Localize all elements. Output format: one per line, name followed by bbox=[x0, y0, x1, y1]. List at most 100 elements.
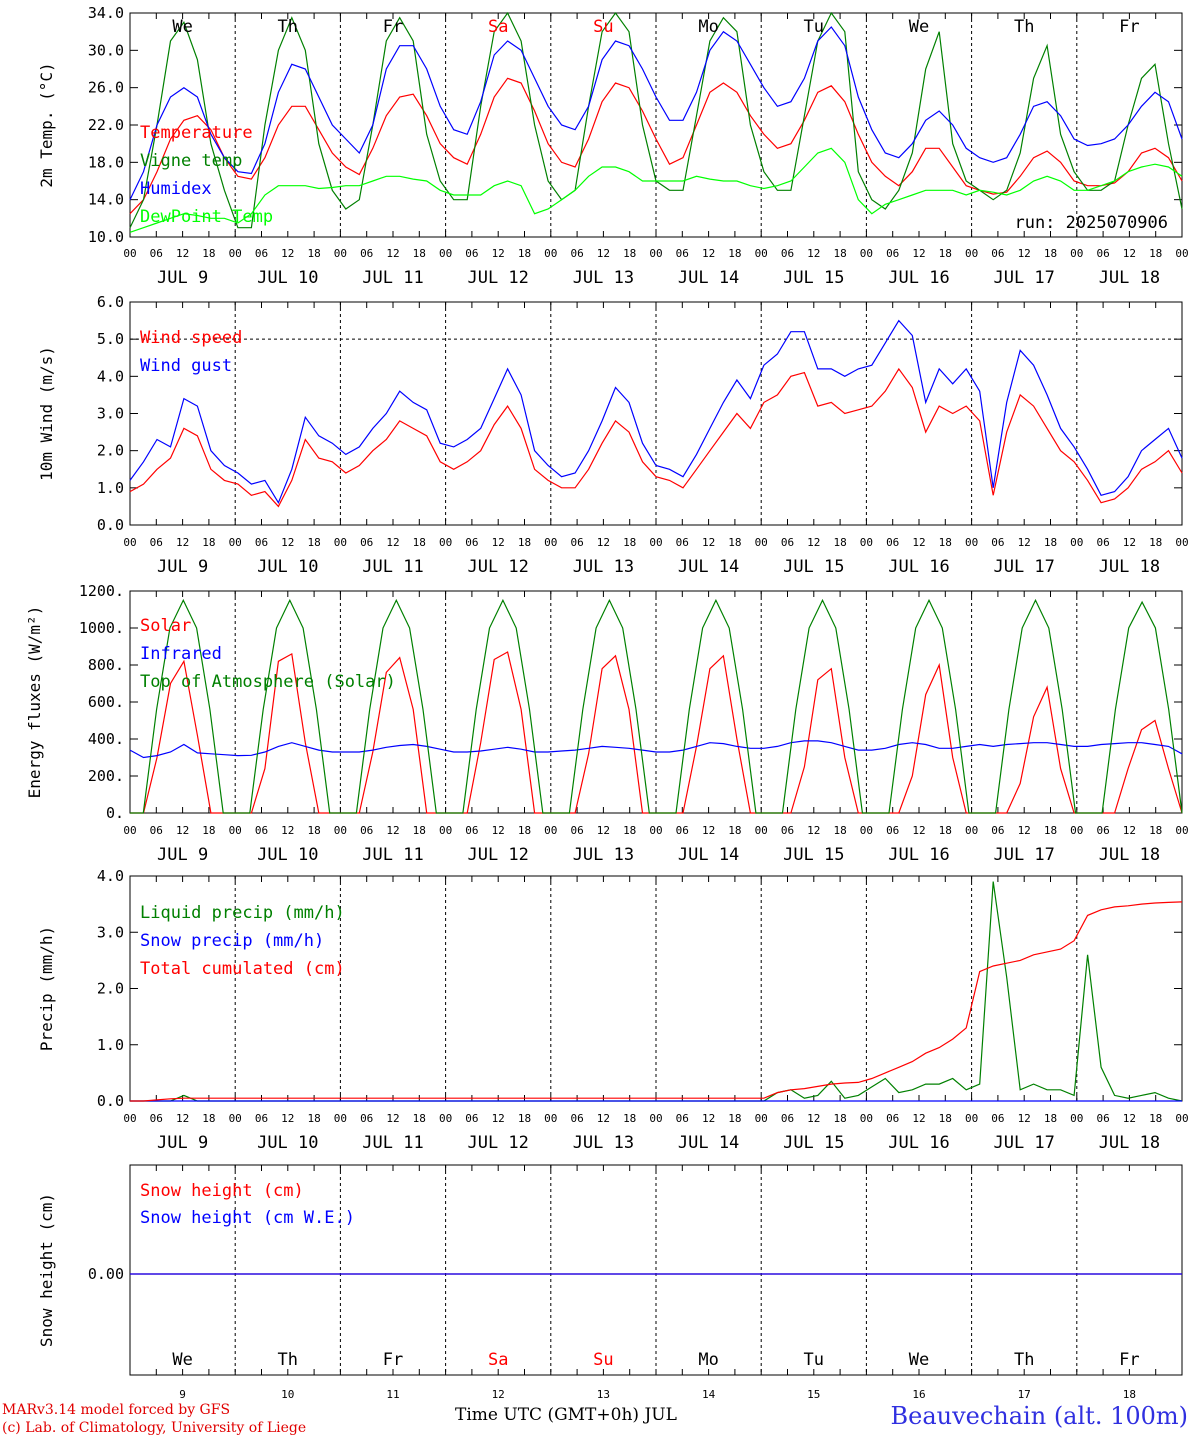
x-tick-label: 06 bbox=[886, 247, 899, 260]
date-label: JUL 18 bbox=[1099, 268, 1160, 288]
series-line-2-1 bbox=[129, 367, 1183, 508]
series-line-1-1 bbox=[129, 77, 1183, 215]
y-tick-label: 26.0 bbox=[88, 79, 124, 97]
x-tick-label: 12 bbox=[176, 1112, 189, 1125]
x-tick-label: 18 bbox=[939, 247, 952, 260]
date-label: JUL 14 bbox=[678, 268, 739, 288]
x-tick-label: 12 bbox=[702, 1112, 715, 1125]
x-tick-label: 00 bbox=[334, 247, 347, 260]
x-tick-label: 12 bbox=[1018, 247, 1031, 260]
x-tick-label: 12 bbox=[1123, 1112, 1136, 1125]
y-tick-label: 200. bbox=[88, 767, 124, 785]
x-tick-label: 00 bbox=[1070, 536, 1083, 549]
panel-5: Snow height (cm) bbox=[37, 1164, 1183, 1376]
x-tick-label: 18 bbox=[939, 824, 952, 837]
x-tick-label: 18 bbox=[307, 536, 320, 549]
x-tick-label: 00 bbox=[544, 247, 557, 260]
day-name: Sa bbox=[488, 17, 508, 37]
x-tick-label: 06 bbox=[1096, 824, 1109, 837]
y-tick-label: 2.0 bbox=[97, 442, 124, 460]
date-label: JUL 14 bbox=[678, 845, 739, 865]
x-tick-label: 12 bbox=[702, 536, 715, 549]
x-tick-label: 06 bbox=[150, 536, 163, 549]
x-tick-label: 12 bbox=[912, 824, 925, 837]
x-tick-label: 06 bbox=[570, 536, 583, 549]
series-line-1-4 bbox=[129, 147, 1183, 233]
day-name: Th bbox=[278, 17, 298, 37]
x-tick-label: 00 bbox=[229, 1112, 242, 1125]
x-tick-label: 18 bbox=[307, 1112, 320, 1125]
date-label: JUL 16 bbox=[888, 1133, 949, 1153]
date-label: JUL 12 bbox=[467, 557, 528, 577]
x-tick-label: 18 bbox=[623, 536, 636, 549]
x-tick-label: 00 bbox=[1070, 1112, 1083, 1125]
x-tick-label: 06 bbox=[886, 824, 899, 837]
y-axis-label: 10m Wind (m/s) bbox=[37, 346, 56, 481]
x-tick-label: 06 bbox=[886, 1112, 899, 1125]
x-tick-label: 18 bbox=[833, 247, 846, 260]
day-number: 12 bbox=[492, 1388, 505, 1401]
x-tick-label: 06 bbox=[255, 824, 268, 837]
date-label: JUL 17 bbox=[993, 557, 1054, 577]
x-tick-label: 12 bbox=[281, 824, 294, 837]
x-tick-label: 00 bbox=[439, 1112, 452, 1125]
x-tick-label: 00 bbox=[860, 1112, 873, 1125]
y-tick-label: 1000. bbox=[79, 619, 124, 637]
x-tick-label: 12 bbox=[281, 1112, 294, 1125]
lab-credit: (c) Lab. of Climatology, University of L… bbox=[2, 1420, 307, 1436]
legend-entry: Infrared bbox=[140, 644, 222, 664]
date-label: JUL 15 bbox=[783, 268, 844, 288]
plot-frame bbox=[129, 301, 1183, 526]
run-label: run: 2025070906 bbox=[1014, 213, 1168, 233]
x-tick-label: 18 bbox=[1149, 824, 1162, 837]
legend-entry: Snow height (cm) bbox=[140, 1181, 304, 1201]
x-tick-label: 00 bbox=[1175, 536, 1188, 549]
date-label: JUL 18 bbox=[1099, 845, 1160, 865]
date-label: JUL 16 bbox=[888, 557, 949, 577]
x-tick-label: 00 bbox=[649, 247, 662, 260]
x-tick-label: 00 bbox=[439, 536, 452, 549]
x-tick-label: 12 bbox=[386, 536, 399, 549]
x-tick-label: 12 bbox=[492, 536, 505, 549]
x-tick-label: 00 bbox=[1070, 247, 1083, 260]
x-tick-label: 12 bbox=[492, 1112, 505, 1125]
x-tick-label: 12 bbox=[492, 247, 505, 260]
x-tick-label: 12 bbox=[1123, 536, 1136, 549]
x-tick-label: 00 bbox=[755, 536, 768, 549]
panel-4: Precip (mm/h) bbox=[37, 875, 1183, 1102]
day-number: 17 bbox=[1018, 1388, 1031, 1401]
x-tick-label: 18 bbox=[728, 1112, 741, 1125]
date-label: JUL 15 bbox=[783, 557, 844, 577]
x-tick-label: 18 bbox=[1149, 247, 1162, 260]
y-axis-label: Snow height (cm) bbox=[37, 1193, 56, 1347]
x-tick-label: 06 bbox=[150, 824, 163, 837]
x-tick-label: 00 bbox=[1175, 824, 1188, 837]
day-name: Th bbox=[1014, 17, 1034, 37]
x-tick-label: 18 bbox=[413, 1112, 426, 1125]
y-tick-label: 6.0 bbox=[97, 293, 124, 311]
day-name: Su bbox=[593, 1350, 613, 1370]
y-tick-label: 0.0 bbox=[97, 516, 124, 534]
x-tick-label: 12 bbox=[1123, 824, 1136, 837]
date-label: JUL 14 bbox=[678, 1133, 739, 1153]
x-tick-label: 00 bbox=[649, 536, 662, 549]
date-label: JUL 10 bbox=[257, 268, 318, 288]
date-label: JUL 17 bbox=[993, 845, 1054, 865]
x-tick-label: 18 bbox=[728, 247, 741, 260]
date-label: JUL 13 bbox=[573, 557, 634, 577]
x-tick-label: 00 bbox=[965, 1112, 978, 1125]
x-tick-label: 12 bbox=[386, 1112, 399, 1125]
x-tick-label: 06 bbox=[150, 247, 163, 260]
x-tick-label: 18 bbox=[413, 247, 426, 260]
date-label: JUL 10 bbox=[257, 845, 318, 865]
x-tick-label: 00 bbox=[544, 824, 557, 837]
x-tick-label: 06 bbox=[991, 1112, 1004, 1125]
y-tick-label: 0. bbox=[106, 804, 124, 822]
x-tick-label: 18 bbox=[1044, 247, 1057, 260]
x-tick-label: 18 bbox=[518, 1112, 531, 1125]
panel-2: 10m Wind (m/s) bbox=[37, 301, 1183, 526]
x-tick-label: 00 bbox=[334, 824, 347, 837]
series-line-1-3 bbox=[129, 26, 1183, 200]
legend-entry: DewPoint Temp bbox=[140, 207, 273, 227]
day-name: Tu bbox=[804, 17, 824, 37]
